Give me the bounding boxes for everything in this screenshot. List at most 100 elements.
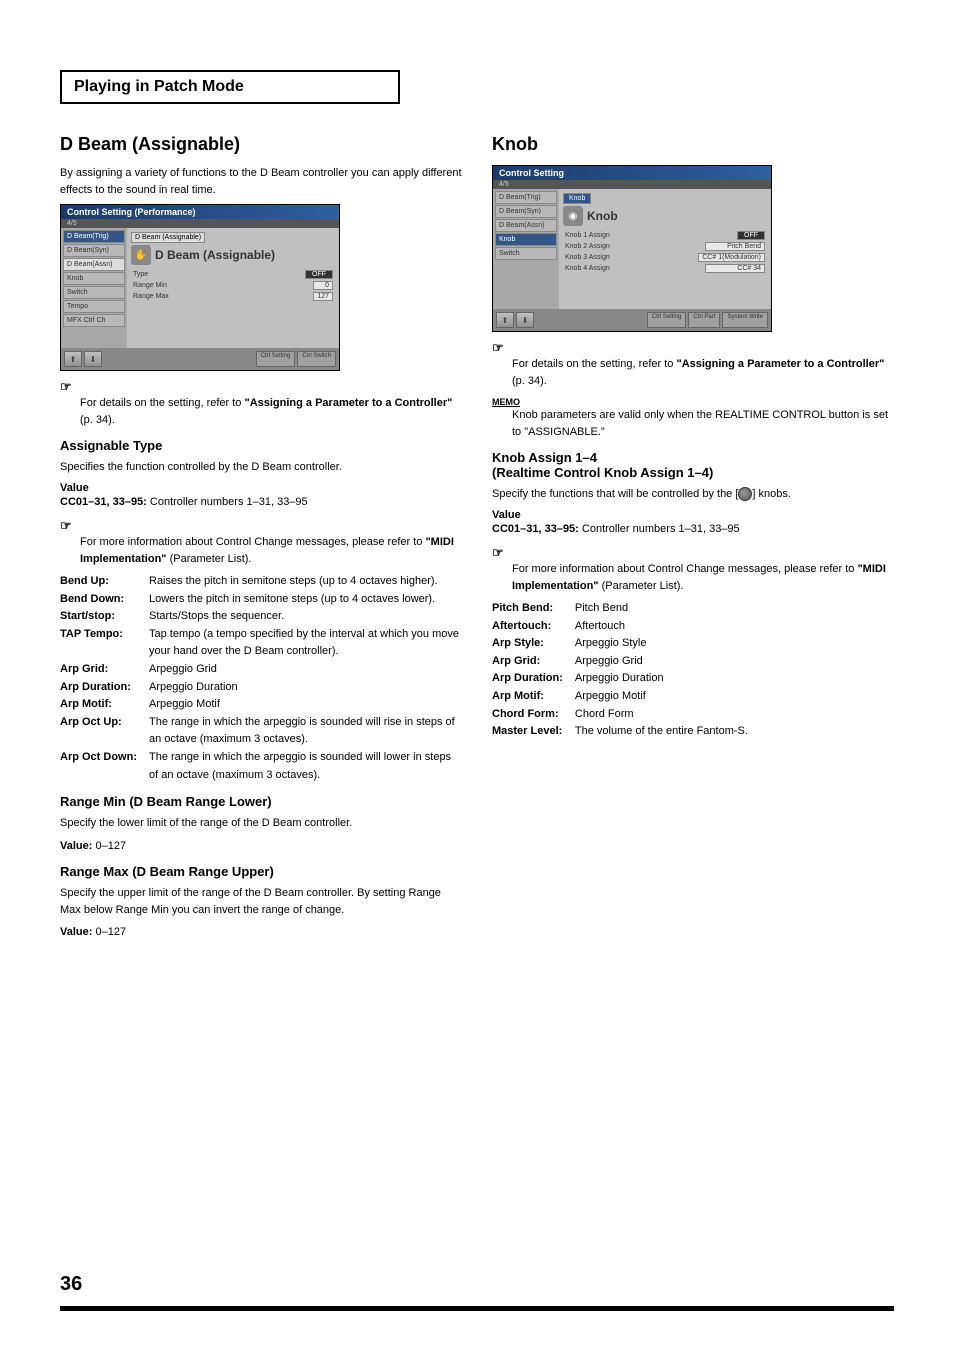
def-term: Arp Duration: [60,679,149,697]
ss-heading-row: ◉ Knob [563,206,767,226]
knob-screenshot: Control Setting 4/5 D Beam(Trig) D Beam(… [492,165,772,332]
ss-footer-left: ⬆ ⬇ [64,351,102,367]
cc-text: Controller numbers 1–31, 33–95 [147,496,308,508]
ss-sidebar-item: D Beam(Assn) [495,219,557,232]
d-beam-screenshot: Control Setting (Performance) 4/5 D Beam… [60,204,340,371]
ss-heading: D Beam (Assignable) [155,248,275,262]
ss-heading: Knob [587,209,618,223]
param-val: 0 [313,281,333,290]
def-term: Pitch Bend: [492,600,575,618]
ss-param-row: Range Min 0 [131,280,335,291]
ss-heading-row: ✋ D Beam (Assignable) [131,245,335,265]
note-text: For more information about Control Chang… [80,534,462,567]
def-term: Arp Motif: [492,688,575,706]
note-text: For details on the setting, refer to "As… [80,395,462,428]
ss-footer-btn: Ctrl Part [688,312,720,328]
ss-footer: ⬆ ⬇ Ctrl Setting Ctrl Switch [61,348,339,370]
def-row: TAP Tempo:Tap tempo (a tempo specified b… [60,626,462,661]
def-term: Chord Form: [492,706,575,724]
param-name: Knob 4 Assign [565,265,610,272]
note-end: (p. 34). [80,414,115,426]
param-name: Knob 2 Assign [565,243,610,250]
definitions-table: Pitch Bend:Pitch Bend Aftertouch:Afterto… [492,600,748,741]
def-row: Start/stop:Starts/Stops the sequencer. [60,608,462,626]
def-term: TAP Tempo: [60,626,149,661]
ss-footer-right: Ctrl Setting Ctrl Switch [256,351,336,367]
def-desc: Arpeggio Motif [575,688,748,706]
knob-assign-text: Specify the functions that will be contr… [492,486,894,503]
value-val: 0–127 [95,926,126,938]
page-title-box: Playing in Patch Mode [60,70,400,104]
def-term: Arp Grid: [60,661,149,679]
param-val: OFF [737,231,765,240]
down-arrow-icon: ⬇ [84,351,102,367]
ss-body: D Beam(Trig) D Beam(Syn) D Beam(Assn) Kn… [493,189,771,309]
note-part: For more information about Control Chang… [80,536,425,548]
def-row: Arp Grid:Arpeggio Grid [492,653,748,671]
note-end: (Parameter List). [599,580,684,592]
knob-assign-heading: Knob Assign 1–4 (Realtime Control Knob A… [492,450,894,480]
def-term: Arp Style: [492,635,575,653]
down-arrow-icon: ⬇ [516,312,534,328]
param-val: OFF [305,270,333,279]
def-desc: Starts/Stops the sequencer. [149,608,462,626]
note-part: For details on the setting, refer to [512,358,676,370]
def-desc: Raises the pitch in semitone steps (up t… [149,573,462,591]
param-name: Range Min [133,282,167,289]
text-part-a: Specify the functions that will be contr… [492,488,738,500]
ss-sidebar-item: Knob [63,272,125,285]
range-max-value: Value: 0–127 [60,924,462,941]
memo-text: Knob parameters are valid only when the … [512,407,894,440]
ss-sidebar-item: Switch [495,247,557,260]
range-max-text: Specify the upper limit of the range of … [60,885,462,918]
ss-footer-btn: Ctrl Switch [297,351,336,367]
ss-param-row: Knob 3 Assign CC# 1(Modulation) [563,252,767,263]
param-name: Type [133,271,148,278]
ss-sidebar: D Beam(Trig) D Beam(Syn) D Beam(Assn) Kn… [61,228,127,348]
left-column: D Beam (Assignable) By assigning a varie… [60,134,462,947]
ss-sidebar-item: D Beam(Syn) [495,205,557,218]
ss-sidebar-item: D Beam(Trig) [495,191,557,204]
heading-line-b: (Realtime Control Knob Assign 1–4) [492,465,713,480]
def-desc: Tap tempo (a tempo specified by the inte… [149,626,462,661]
def-row: Aftertouch:Aftertouch [492,618,748,636]
def-row: Bend Up:Raises the pitch in semitone ste… [60,573,462,591]
def-term: Bend Down: [60,591,149,609]
text-part-b: ] knobs. [752,488,791,500]
ss-sidebar-item: D Beam(Assn) [63,258,125,271]
ss-sidebar-item: D Beam(Trig) [63,230,125,243]
cc-bold: CC01–31, 33–95: [492,523,579,535]
def-desc: Pitch Bend [575,600,748,618]
range-min-value: Value: 0–127 [60,838,462,855]
ss-param-row: Knob 2 Assign Pitch Bend [563,241,767,252]
pointer-icon: ☞ [492,340,894,356]
def-term: Arp Oct Down: [60,749,149,784]
def-desc: Arpeggio Duration [149,679,462,697]
def-term: Bend Up: [60,573,149,591]
range-min-text: Specify the lower limit of the range of … [60,815,462,832]
def-desc: The volume of the entire Fantom-S. [575,723,748,741]
ss-subbar: 4/5 [493,180,771,189]
knob-inline-icon [738,487,752,501]
assignable-type-text: Specifies the function controlled by the… [60,459,462,476]
def-desc: Arpeggio Grid [149,661,462,679]
ss-sidebar-item: MFX Ctrl Ch [63,314,125,327]
def-desc: Arpeggio Grid [575,653,748,671]
range-min-heading: Range Min (D Beam Range Lower) [60,794,462,809]
def-row: Arp Motif:Arpeggio Motif [60,696,462,714]
page-number: 36 [60,1273,82,1296]
ss-titlebar: Control Setting (Performance) [61,205,339,219]
ss-titlebar: Control Setting [493,166,771,180]
def-row: Arp Style:Arpeggio Style [492,635,748,653]
def-row: Arp Oct Down:The range in which the arpe… [60,749,462,784]
param-val: 127 [313,292,333,301]
value-prefix: Value: [60,926,95,938]
def-desc: The range in which the arpeggio is sound… [149,714,462,749]
bottom-bar [60,1306,894,1311]
def-desc: Arpeggio Style [575,635,748,653]
def-term: Master Level: [492,723,575,741]
pointer-icon: ☞ [60,379,462,395]
ss-param-row: Range Max 127 [131,291,335,302]
range-max-heading: Range Max (D Beam Range Upper) [60,864,462,879]
hand-icon: ✋ [131,245,151,265]
